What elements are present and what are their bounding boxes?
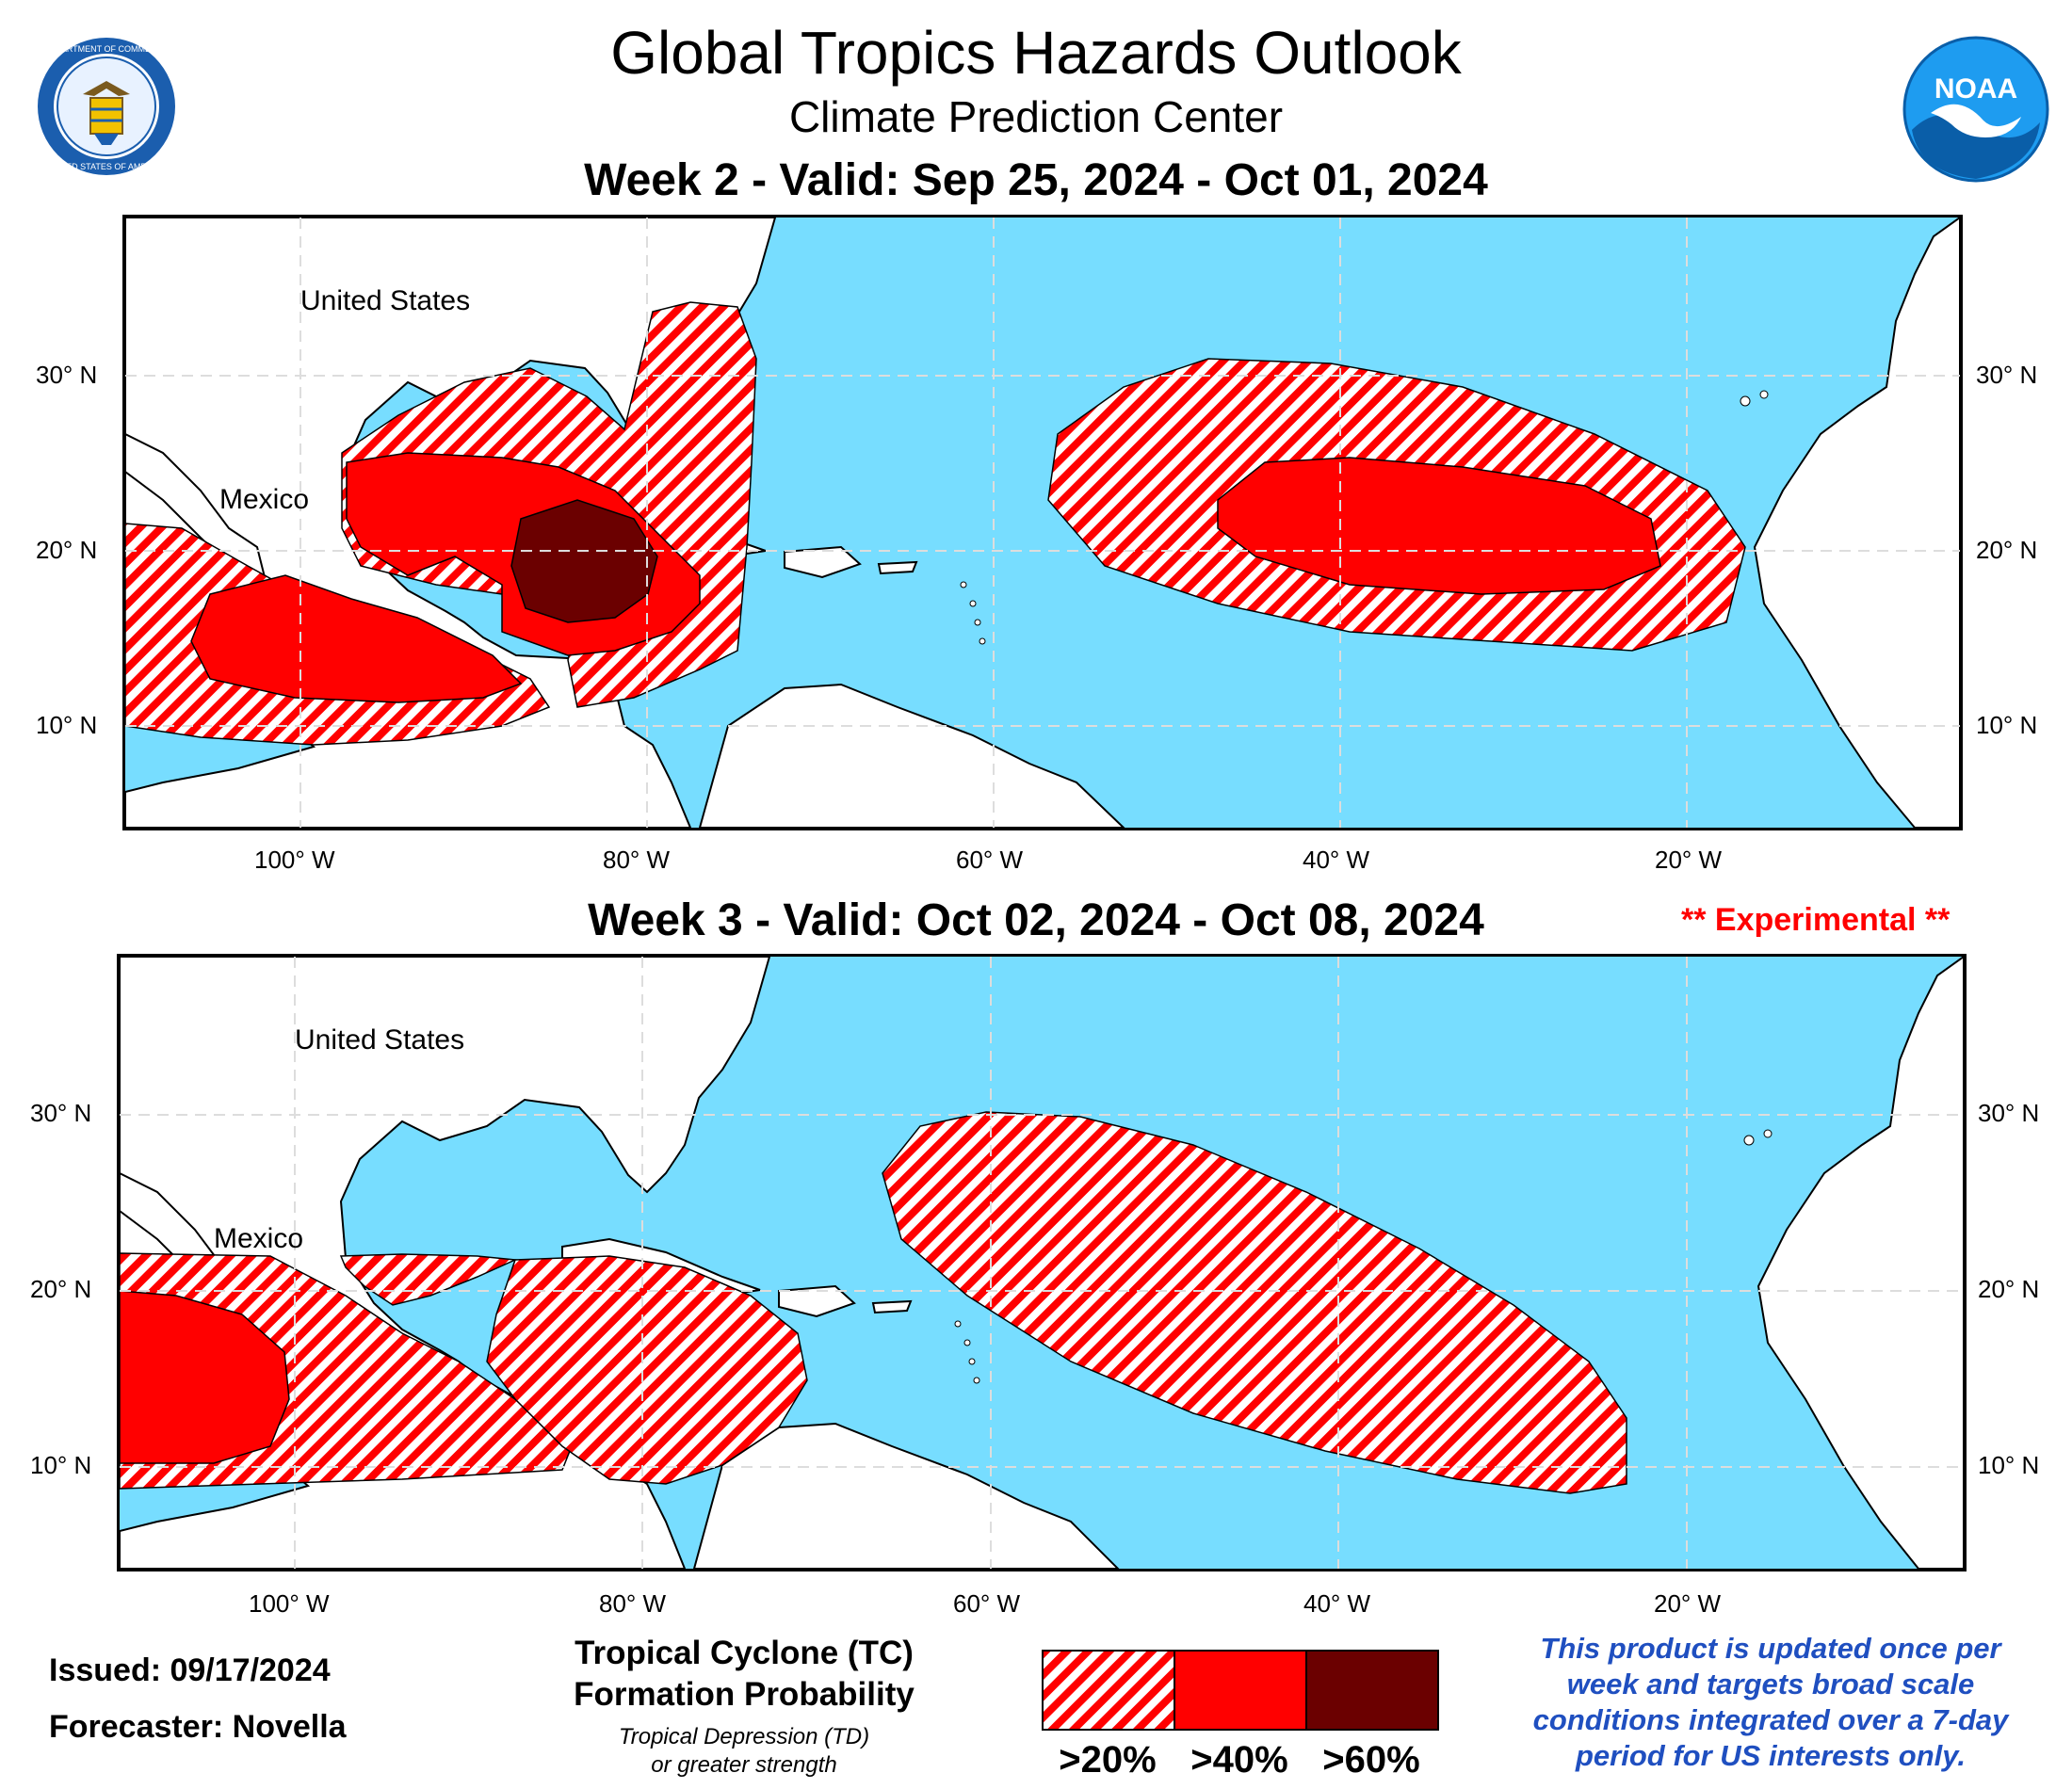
commerce-seal-icon: DEPARTMENT OF COMMERCE UNITED STATES OF … (36, 36, 177, 177)
forecaster-name: Forecaster: Novella (49, 1709, 347, 1745)
svg-text:DEPARTMENT OF COMMERCE: DEPARTMENT OF COMMERCE (44, 44, 169, 54)
page-title: Global Tropics Hazards Outlook (610, 19, 1462, 87)
week2-lon-label: 60° W (956, 846, 1024, 874)
experimental-badge: ** Experimental ** (1681, 902, 1951, 938)
legend-title-line2: Formation Probability (574, 1676, 915, 1713)
product-note-line: This product is updated once per (1540, 1632, 2001, 1665)
week2-lon-label: 80° W (603, 846, 671, 874)
week2-lon-label: 20° W (1655, 846, 1723, 874)
noaa-logo-icon: NOAA (1902, 36, 2049, 183)
week2-title: Week 2 - Valid: Sep 25, 2024 - Oct 01, 2… (584, 155, 1488, 205)
legend-swatch-20 (1042, 1650, 1175, 1731)
week3-lat-label-right: 10° N (1978, 1451, 2040, 1479)
legend-label-40: >40% (1190, 1739, 1288, 1781)
week2-lat-label-left: 20° N (36, 536, 98, 564)
week2-lat-label-right: 20° N (1976, 536, 2038, 564)
legend-label-60: >60% (1322, 1739, 1420, 1781)
week3-lat-label-left: 10° N (30, 1451, 92, 1479)
product-note: This product is updated once per week an… (1497, 1631, 2044, 1774)
legend-subtitle-line1: Tropical Depression (TD) (618, 1724, 870, 1749)
product-note-line: week and targets broad scale (1566, 1668, 1975, 1700)
week2-lon-label: 100° W (254, 846, 335, 874)
legend-title-line1: Tropical Cyclone (TC) (575, 1635, 914, 1671)
week3-lat-label-left: 30° N (30, 1099, 92, 1127)
week3-title: Week 3 - Valid: Oct 02, 2024 - Oct 08, 2… (588, 895, 1484, 945)
svg-text:UNITED STATES OF AMERICA: UNITED STATES OF AMERICA (46, 162, 167, 171)
legend-swatch-40 (1174, 1650, 1307, 1731)
svg-text:NOAA: NOAA (1934, 73, 2017, 105)
week2-map: United States Mexico (122, 215, 1963, 830)
legend-label-20: >20% (1059, 1739, 1157, 1781)
week3-lat-label-right: 30° N (1978, 1099, 2040, 1127)
product-note-line: period for US interests only. (1576, 1739, 1966, 1772)
week3-lon-label: 100° W (249, 1589, 330, 1618)
week3-lon-label: 60° W (953, 1589, 1021, 1618)
issued-date: Issued: 09/17/2024 (49, 1652, 331, 1688)
country-label-united-states: United States (295, 1024, 465, 1056)
country-label-mexico: Mexico (219, 484, 310, 515)
week2-lat-label-right: 30° N (1976, 361, 2038, 389)
week3-lon-label: 20° W (1654, 1589, 1722, 1618)
week3-lat-label-right: 20° N (1978, 1275, 2040, 1303)
week2-lat-label-right: 10° N (1976, 711, 2038, 739)
week3-lon-label: 40° W (1303, 1589, 1371, 1618)
legend-swatches (1042, 1650, 1439, 1731)
week2-lat-label-left: 30° N (36, 361, 98, 389)
week2-lon-label: 40° W (1303, 846, 1370, 874)
country-label-united-states: United States (300, 285, 471, 316)
legend-swatch-60 (1305, 1650, 1439, 1731)
country-label-mexico: Mexico (214, 1223, 304, 1254)
week3-lat-label-left: 20° N (30, 1275, 92, 1303)
legend-subtitle-line2: or greater strength (651, 1752, 837, 1778)
week3-map: United States Mexico (117, 954, 1967, 1571)
product-note-line: conditions integrated over a 7-day (1532, 1703, 2009, 1736)
week3-lon-label: 80° W (599, 1589, 667, 1618)
week2-lat-label-left: 10° N (36, 711, 98, 739)
page-subtitle: Climate Prediction Center (788, 92, 1284, 141)
